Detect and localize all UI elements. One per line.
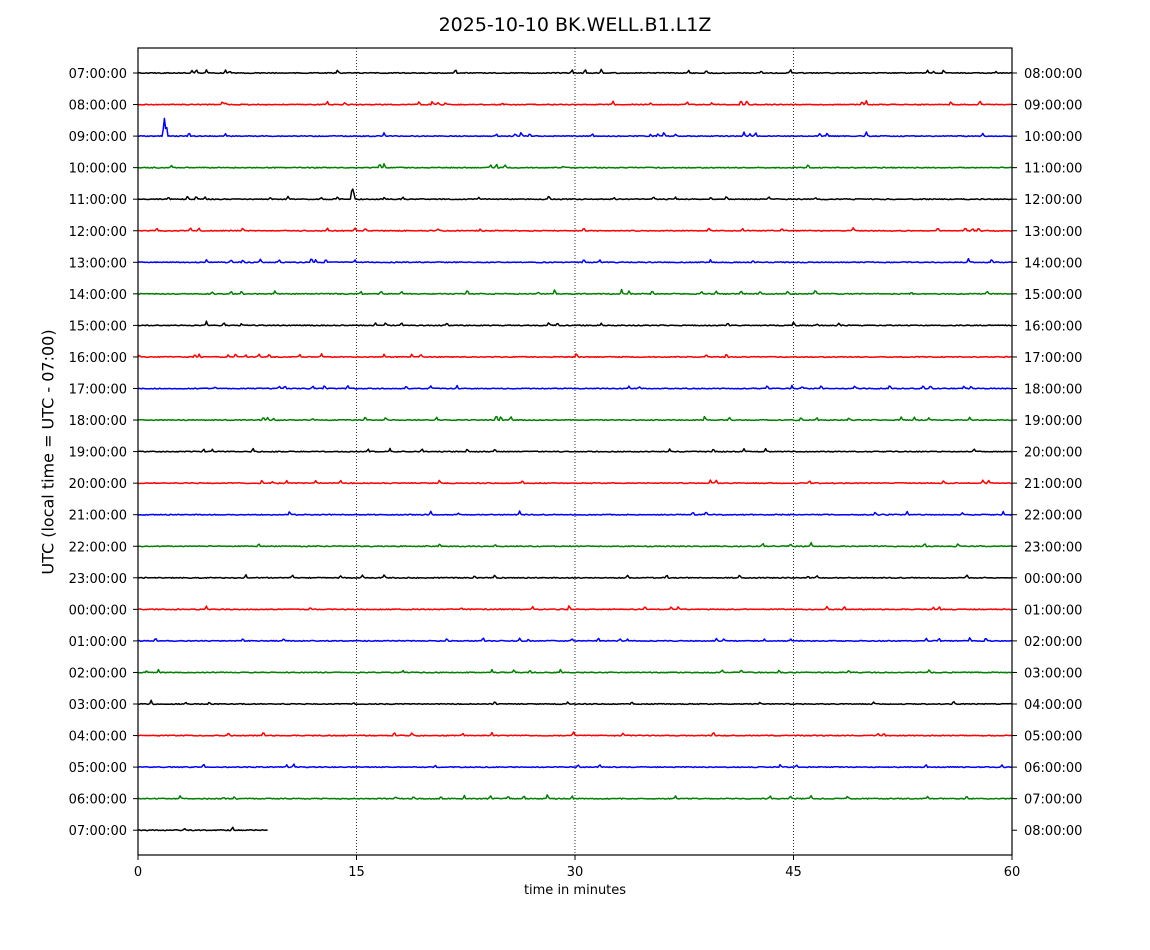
trace-row bbox=[137, 415, 1012, 422]
utc-time-label: 07:00:00 bbox=[69, 67, 127, 82]
local-time-label: 01:00:00 bbox=[1024, 603, 1082, 618]
utc-time-label: 14:00:00 bbox=[69, 288, 127, 303]
trace-row bbox=[137, 257, 1012, 264]
local-time-label: 15:00:00 bbox=[1024, 288, 1082, 303]
local-time-label: 23:00:00 bbox=[1024, 540, 1082, 555]
traces bbox=[137, 68, 1013, 832]
x-tick-label: 60 bbox=[1004, 865, 1021, 880]
local-time-label: 19:00:00 bbox=[1024, 414, 1082, 429]
local-time-label: 00:00:00 bbox=[1024, 572, 1082, 587]
utc-time-label: 12:00:00 bbox=[69, 225, 127, 240]
trace-row bbox=[137, 479, 1012, 485]
x-tick-label: 0 bbox=[134, 865, 142, 880]
trace-row bbox=[137, 763, 1012, 769]
x-tick-label: 30 bbox=[567, 865, 584, 880]
trace-row bbox=[137, 384, 1012, 390]
local-time-label: 22:00:00 bbox=[1024, 509, 1082, 524]
utc-time-label: 09:00:00 bbox=[69, 130, 127, 145]
axis-ticks: 0 15 30 45 60 07:00:00 08:00:00 08:00:00 09:00:0… bbox=[69, 67, 1083, 880]
utc-time-label: 06:00:00 bbox=[69, 793, 127, 808]
local-time-label: 17:00:00 bbox=[1024, 351, 1082, 366]
utc-time-label: 20:00:00 bbox=[69, 477, 127, 492]
trace-row bbox=[137, 637, 1012, 643]
utc-time-label: 17:00:00 bbox=[69, 383, 127, 398]
trace-row bbox=[137, 68, 1012, 75]
trace-row bbox=[137, 605, 1012, 611]
x-tick-label: 15 bbox=[348, 865, 365, 880]
trace-row bbox=[137, 668, 1012, 674]
trace-row bbox=[137, 227, 1012, 232]
trace-row bbox=[138, 163, 1012, 169]
trace-row bbox=[137, 826, 268, 832]
utc-time-label: 08:00:00 bbox=[69, 99, 127, 114]
local-time-label: 21:00:00 bbox=[1024, 477, 1082, 492]
gridlines bbox=[356, 48, 794, 855]
utc-time-label: 21:00:00 bbox=[69, 509, 127, 524]
local-time-label: 16:00:00 bbox=[1024, 319, 1082, 334]
utc-time-label: 13:00:00 bbox=[69, 256, 127, 271]
local-time-label: 03:00:00 bbox=[1024, 666, 1082, 681]
local-time-label: 13:00:00 bbox=[1024, 225, 1082, 240]
trace-row bbox=[138, 731, 1012, 737]
local-time-label: 10:00:00 bbox=[1024, 130, 1082, 145]
trace-row bbox=[137, 574, 1012, 579]
utc-time-label: 15:00:00 bbox=[69, 319, 127, 334]
utc-time-label: 05:00:00 bbox=[69, 761, 127, 776]
trace-row bbox=[137, 794, 1012, 800]
utc-time-label: 02:00:00 bbox=[69, 666, 127, 681]
local-time-label: 07:00:00 bbox=[1024, 793, 1082, 808]
trace-row bbox=[137, 510, 1013, 516]
utc-time-label: 16:00:00 bbox=[69, 351, 127, 366]
x-tick-label: 45 bbox=[785, 865, 802, 880]
utc-time-label: 10:00:00 bbox=[69, 162, 127, 177]
trace-row bbox=[137, 288, 1012, 296]
utc-time-label: 01:00:00 bbox=[69, 635, 127, 650]
utc-time-label: 18:00:00 bbox=[69, 414, 127, 429]
utc-time-label: 19:00:00 bbox=[69, 446, 127, 461]
trace-row bbox=[137, 117, 1012, 138]
trace-row bbox=[137, 99, 1012, 106]
trace-row bbox=[137, 353, 1012, 359]
local-time-label: 06:00:00 bbox=[1024, 761, 1082, 776]
utc-time-label: 11:00:00 bbox=[69, 193, 127, 208]
local-time-label: 05:00:00 bbox=[1024, 730, 1082, 745]
local-time-label: 08:00:00 bbox=[1024, 824, 1082, 839]
trace-row bbox=[138, 541, 1012, 548]
utc-time-label: 03:00:00 bbox=[69, 698, 127, 713]
local-time-label: 12:00:00 bbox=[1024, 193, 1082, 208]
local-time-label: 04:00:00 bbox=[1024, 698, 1082, 713]
local-time-label: 02:00:00 bbox=[1024, 635, 1082, 650]
local-time-label: 18:00:00 bbox=[1024, 383, 1082, 398]
x-axis-label: time in minutes bbox=[523, 883, 627, 898]
utc-time-label: 23:00:00 bbox=[69, 572, 127, 587]
local-time-label: 11:00:00 bbox=[1024, 162, 1082, 177]
utc-time-label: 04:00:00 bbox=[69, 730, 127, 745]
trace-row bbox=[137, 699, 1012, 706]
local-time-label: 08:00:00 bbox=[1024, 67, 1082, 82]
local-time-label: 20:00:00 bbox=[1024, 446, 1082, 461]
utc-time-label: 00:00:00 bbox=[69, 603, 127, 618]
local-time-label: 14:00:00 bbox=[1024, 256, 1082, 271]
trace-row bbox=[137, 447, 1012, 453]
trace-row bbox=[137, 188, 1012, 201]
utc-time-label: 22:00:00 bbox=[69, 540, 127, 555]
local-time-label: 09:00:00 bbox=[1024, 99, 1082, 114]
trace-row bbox=[137, 320, 1012, 327]
utc-time-label: 07:00:00 bbox=[69, 824, 127, 839]
chart-title: 2025-10-10 BK.WELL.B1.L1Z bbox=[438, 14, 712, 36]
